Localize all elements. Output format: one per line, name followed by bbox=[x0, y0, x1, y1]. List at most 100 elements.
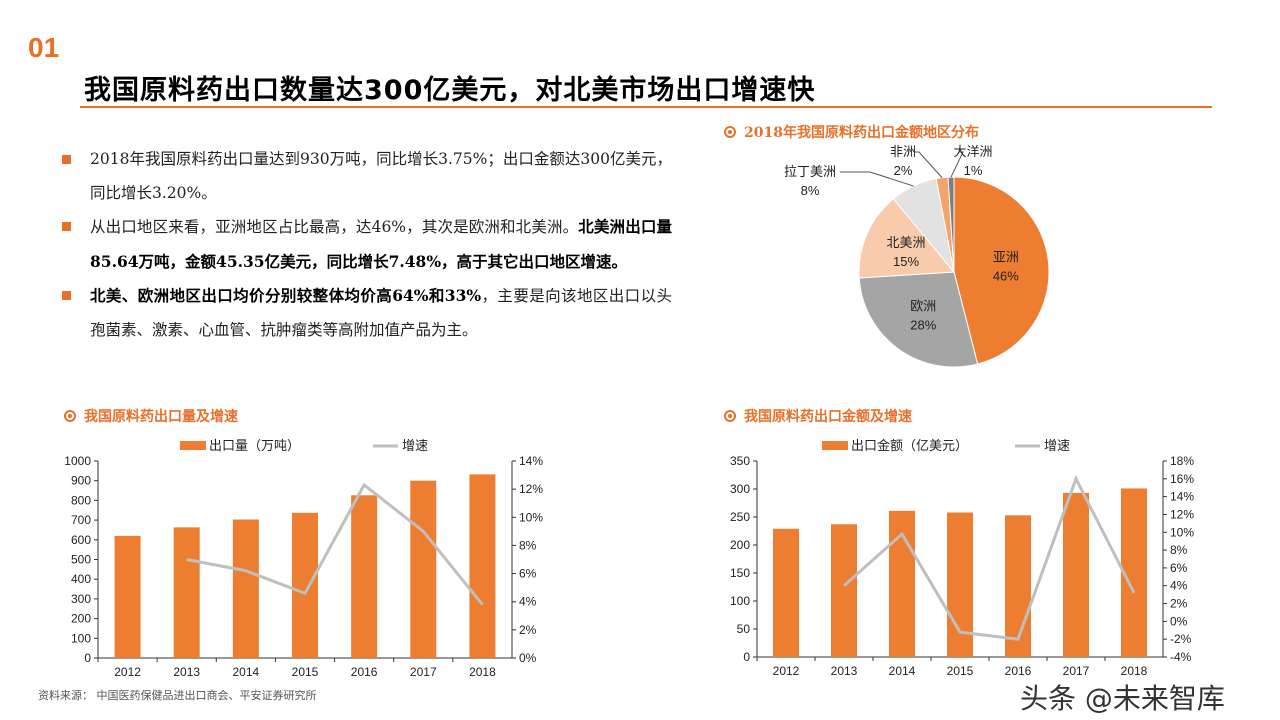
bar-2014 bbox=[232, 519, 259, 658]
bar-2018 bbox=[469, 474, 496, 658]
right-tick-label: 14% bbox=[519, 454, 543, 468]
x-tick-label: 2018 bbox=[469, 665, 496, 679]
pie-section-title: 2018年我国原料药出口金额地区分布 bbox=[724, 122, 979, 142]
right-tick-label: 10% bbox=[1170, 525, 1194, 539]
left-tick-label: 350 bbox=[730, 454, 750, 468]
right-tick-label: 6% bbox=[519, 567, 537, 581]
pie-percent: 8% bbox=[801, 183, 820, 198]
chart2-section-title: 我国原料药出口金额及增速 bbox=[724, 406, 912, 426]
bar-2013 bbox=[831, 524, 857, 657]
right-tick-label: 14% bbox=[1170, 490, 1194, 504]
left-tick-label: 800 bbox=[71, 493, 91, 507]
bar-2017 bbox=[1063, 492, 1089, 657]
bullet-item: 从出口地区来看，亚洲地区占比最高，达46%，其次是欧洲和北美洲。北美洲出口量85… bbox=[62, 210, 672, 279]
right-tick-label: 12% bbox=[519, 482, 543, 496]
chart1-title-text: 我国原料药出口量及增速 bbox=[84, 409, 238, 425]
bullet-bold-text: 北美洲出口量85.64万吨，金额45.35亿美元，同比增长7.48%，高于其它出… bbox=[90, 217, 672, 271]
right-tick-label: 18% bbox=[1170, 454, 1194, 468]
left-tick-label: 700 bbox=[71, 513, 91, 527]
growth-line bbox=[843, 475, 1136, 641]
bullet-text: ，主要是向该地区出口以头孢菌素、激素、心血管、抗肿瘤类等高附加值产品为主。 bbox=[90, 287, 672, 339]
x-tick-label: 2016 bbox=[1005, 664, 1032, 678]
x-tick-label: 2015 bbox=[947, 664, 974, 678]
bullet-item: 2018年我国原料药出口量达到930万吨，同比增长3.75%；出口金额达300亿… bbox=[62, 143, 672, 210]
pie-label: 非洲 bbox=[890, 144, 916, 159]
x-tick-label: 2015 bbox=[292, 665, 319, 679]
leader-line bbox=[840, 171, 914, 187]
export-value-chart: 0 50 100 150 200 250 300 350 -4% -2% 0% 2% 4% 6% 8% 10%… bbox=[730, 438, 1194, 678]
bar-2017 bbox=[410, 480, 437, 658]
target-icon bbox=[724, 126, 736, 138]
pie-title-text: 2018年我国原料药出口金额地区分布 bbox=[744, 125, 979, 141]
x-tick-label: 2014 bbox=[233, 665, 260, 679]
pie-percent: 15% bbox=[893, 254, 919, 269]
pie-label: 亚洲 bbox=[993, 249, 1019, 264]
left-tick-label: 50 bbox=[737, 622, 751, 636]
chart1-section-title: 我国原料药出口量及增速 bbox=[64, 406, 238, 426]
pie-slice-2 bbox=[858, 198, 956, 279]
pie-percent: 2% bbox=[894, 163, 913, 178]
left-tick-label: 200 bbox=[730, 538, 750, 552]
pie-label: 欧洲 bbox=[910, 298, 936, 313]
x-tick-label: 2016 bbox=[351, 665, 378, 679]
pie-percent: 1% bbox=[964, 163, 983, 178]
x-tick-label: 2013 bbox=[173, 665, 200, 679]
legend-bar-swatch bbox=[180, 441, 206, 450]
x-tick-label: 2012 bbox=[114, 665, 141, 679]
legend-bar-swatch bbox=[822, 441, 848, 450]
bar-2016 bbox=[351, 495, 378, 658]
target-icon bbox=[724, 410, 736, 422]
right-tick-label: 12% bbox=[1170, 507, 1194, 521]
right-tick-label: 0% bbox=[1170, 614, 1188, 628]
left-tick-label: 100 bbox=[730, 594, 750, 608]
legend-line-label: 增速 bbox=[402, 438, 428, 453]
bar-2013 bbox=[173, 527, 200, 658]
left-tick-label: 0 bbox=[84, 651, 91, 665]
right-tick-label: 4% bbox=[1170, 579, 1188, 593]
left-tick-label: 250 bbox=[730, 510, 750, 524]
section-number: 01 bbox=[28, 32, 60, 63]
pie-slice-5 bbox=[947, 176, 955, 273]
legend-bar-label: 出口量（万吨） bbox=[209, 438, 300, 453]
bullet-item: 北美、欧洲地区出口均价分别较整体均价高64%和33%，主要是向该地区出口以头孢菌… bbox=[62, 279, 672, 347]
right-tick-label: 6% bbox=[1170, 561, 1188, 575]
right-tick-label: 2% bbox=[1170, 597, 1188, 611]
right-tick-label: 8% bbox=[1170, 543, 1188, 557]
bar-2015 bbox=[292, 512, 318, 658]
leader-line bbox=[950, 151, 964, 178]
right-tick-label: 8% bbox=[519, 538, 537, 552]
x-tick-label: 2012 bbox=[773, 664, 800, 678]
bullet-square-icon bbox=[62, 291, 71, 300]
chart2-title-text: 我国原料药出口金额及增速 bbox=[744, 409, 912, 425]
x-tick-label: 2017 bbox=[410, 665, 437, 679]
bullet-bold-text: 北美、欧洲地区出口均价分别较整体均价高64%和33% bbox=[90, 286, 482, 305]
left-tick-label: 400 bbox=[71, 572, 91, 586]
left-tick-label: 900 bbox=[71, 474, 91, 488]
legend-bar-label: 出口金额（亿美元） bbox=[851, 438, 968, 453]
left-tick-label: 600 bbox=[71, 533, 91, 547]
legend-line-label: 增速 bbox=[1044, 438, 1070, 453]
pie-chart: 亚洲 46% 欧洲 28% 北美洲 15% 拉丁美洲 8% 非洲 2% 大洋洲 1% bbox=[784, 144, 1050, 368]
growth-line bbox=[186, 482, 484, 606]
left-tick-label: 200 bbox=[71, 612, 91, 626]
title-divider bbox=[80, 106, 1212, 108]
pie-label: 大洋洲 bbox=[953, 144, 992, 159]
left-tick-label: 300 bbox=[71, 592, 91, 606]
target-icon bbox=[64, 410, 76, 422]
pie-slice-0 bbox=[953, 176, 1050, 365]
x-tick-label: 2018 bbox=[1121, 664, 1148, 678]
pie-slice-1 bbox=[858, 271, 979, 368]
left-tick-label: 100 bbox=[71, 631, 91, 645]
pie-percent: 46% bbox=[993, 268, 1019, 283]
right-tick-label: 16% bbox=[1170, 472, 1194, 486]
pie-label: 拉丁美洲 bbox=[784, 164, 836, 179]
leader-line bbox=[915, 151, 943, 179]
bullet-square-icon bbox=[62, 222, 71, 231]
bar-2016 bbox=[1005, 515, 1031, 657]
right-tick-label: 10% bbox=[519, 510, 543, 524]
left-tick-label: 0 bbox=[743, 650, 750, 664]
right-tick-label: 2% bbox=[519, 623, 537, 637]
bar-2012 bbox=[773, 528, 799, 657]
left-tick-label: 150 bbox=[730, 566, 750, 580]
